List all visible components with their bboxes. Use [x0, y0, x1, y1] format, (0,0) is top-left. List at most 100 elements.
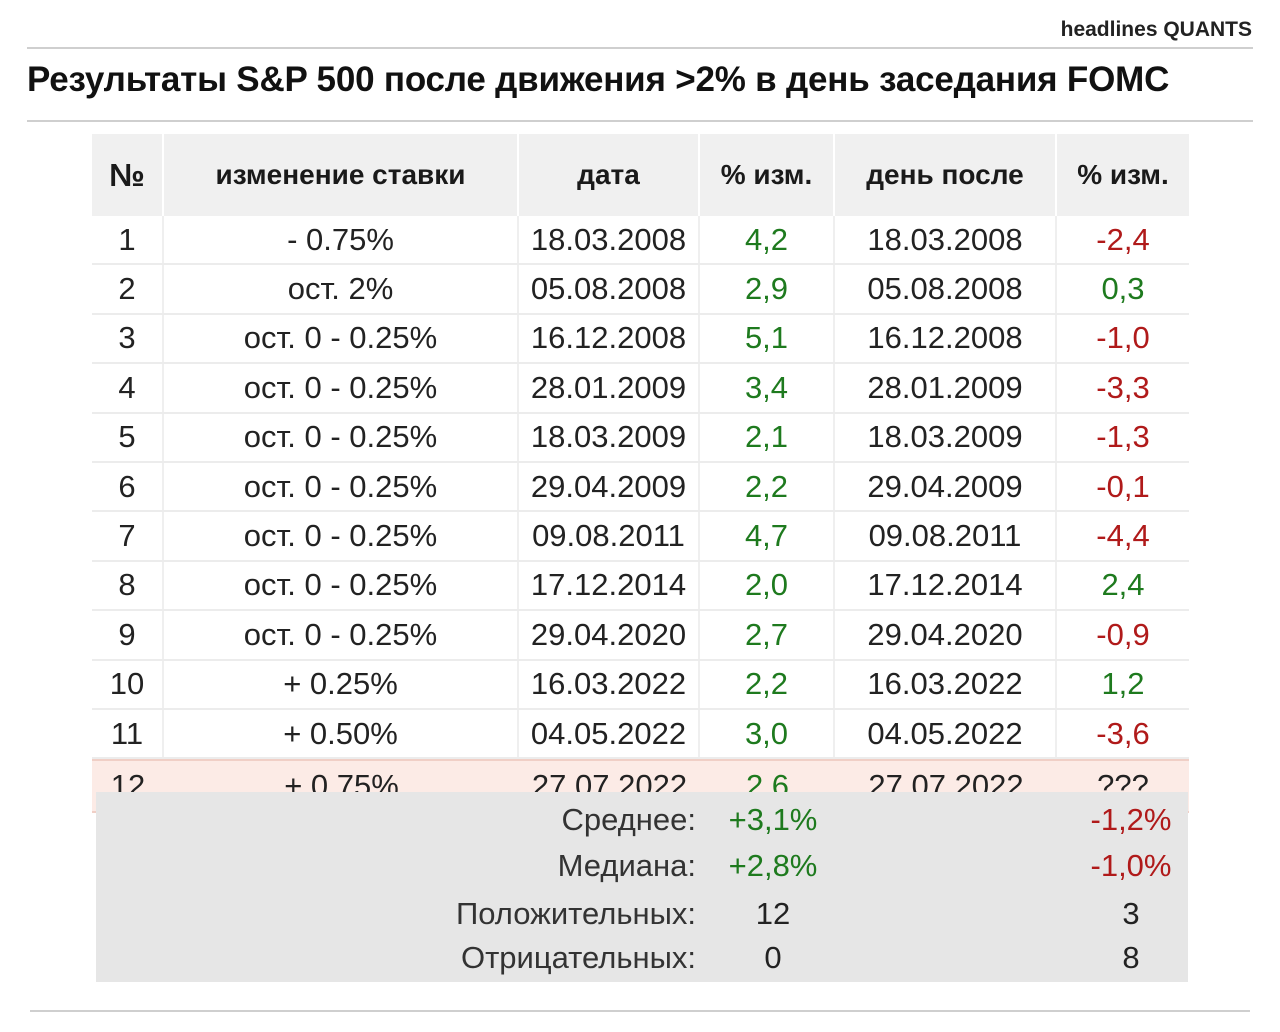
cell-number: 6 — [92, 462, 164, 511]
cell-next-day: 18.03.2009 — [835, 413, 1057, 461]
cell-number: 4 — [92, 364, 164, 412]
cell-change: 2,2 — [700, 660, 835, 708]
table-row: 9 ост. 0 - 0.25% 29.04.2020 2,7 29.04.2020 -0… — [92, 611, 1189, 661]
cell-rate-change: - 0.75% — [164, 216, 519, 264]
table-row: 1- 0.75% 18.03.2008 4,2 18.03.2008 -2,4 — [92, 216, 1189, 266]
header-next-change: % изм. — [1077, 159, 1169, 190]
header-next-day: день после — [835, 134, 1057, 216]
cell-rate-change: + 0.25% — [164, 660, 519, 708]
cell-change: 2,7 — [700, 611, 835, 659]
cell-next-change: -3,6 — [1096, 715, 1150, 751]
cell-date: 29.04.2020 — [519, 611, 700, 659]
cell-next-change: -2,4 — [1096, 221, 1150, 257]
summary-value-day: +3,1% — [728, 802, 818, 837]
cell-next-change: 2,4 — [1101, 567, 1145, 603]
cell-rate-change: ост. 0 - 0.25% — [164, 314, 519, 363]
table-header: № изменение ставки дата % изм. день посл… — [92, 134, 1189, 216]
cell-number: 10 — [92, 660, 164, 708]
cell-date: 04.05.2022 — [519, 709, 700, 758]
summary-value-next: -1,0% — [1090, 848, 1172, 883]
cell-rate-change: ост. 0 - 0.25% — [164, 413, 519, 461]
brand-label: headlines QUANTS — [1060, 18, 1252, 41]
cell-next-change: 0,3 — [1101, 271, 1145, 307]
cell-next-day: 29.04.2009 — [835, 462, 1057, 511]
cell-rate-change: ост. 2% — [164, 265, 519, 313]
cell-next-day: 04.05.2022 — [835, 709, 1057, 758]
summary-label: Медиана: — [557, 848, 696, 883]
table-row: 8 ост. 0 - 0.25% 17.12.2014 2,0 17.12.2014 2,… — [92, 561, 1189, 612]
cell-number: 5 — [92, 413, 164, 461]
summary-value-next: 8 — [1122, 940, 1140, 975]
table-row: 6 ост. 0 - 0.25% 29.04.2009 2,2 29.04.2009 -0… — [92, 462, 1189, 513]
cell-date: 16.12.2008 — [519, 314, 700, 363]
cell-next-day: 28.01.2009 — [835, 364, 1057, 412]
cell-date: 17.12.2014 — [519, 561, 700, 610]
cell-number: 3 — [92, 314, 164, 363]
cell-number: 7 — [92, 512, 164, 560]
title-divider — [27, 120, 1253, 122]
cell-number: 1 — [92, 216, 164, 264]
summary-row-positive: Положительных: 12 3 — [96, 896, 1188, 942]
table-row: 10 + 0.25% 16.03.2022 2,2 16.03.2022 1,2 — [92, 660, 1189, 710]
page-title: Результаты S&P 500 после движения >2% в … — [27, 60, 1170, 99]
cell-change: 4,2 — [700, 216, 835, 264]
summary-row-mean: Среднее: +3,1% -1,2% — [96, 802, 1188, 848]
summary-value-next: -1,2% — [1090, 802, 1172, 837]
cell-date: 09.08.2011 — [519, 512, 700, 560]
cell-date: 28.01.2009 — [519, 364, 700, 412]
summary-label: Отрицательных: — [461, 940, 696, 975]
table-row: 4 ост. 0 - 0.25% 28.01.2009 3,4 28.01.2009 -3… — [92, 364, 1189, 414]
table-row: 5 ост. 0 - 0.25% 18.03.2009 2,1 18.03.2009 -1… — [92, 413, 1189, 463]
cell-next-day: 29.04.2020 — [835, 611, 1057, 659]
cell-rate-change: ост. 0 - 0.25% — [164, 611, 519, 659]
cell-change: 2,1 — [700, 413, 835, 461]
cell-number: 11 — [92, 709, 164, 758]
cell-next-change: -3,3 — [1096, 369, 1150, 405]
cell-change: 3,4 — [700, 364, 835, 412]
cell-next-change: 1,2 — [1101, 666, 1145, 702]
header-number: № — [92, 134, 164, 216]
summary-value-next: 3 — [1122, 896, 1140, 931]
cell-next-change: -0,9 — [1096, 616, 1150, 652]
cell-rate-change: ост. 0 - 0.25% — [164, 462, 519, 511]
cell-number: 2 — [92, 265, 164, 313]
table-body: 1- 0.75% 18.03.2008 4,2 18.03.2008 -2,4 2 ост.… — [92, 216, 1189, 814]
header-change: % изм. — [700, 134, 835, 216]
cell-date: 16.03.2022 — [519, 660, 700, 708]
cell-rate-change: ост. 0 - 0.25% — [164, 512, 519, 560]
summary-row-median: Медиана: +2,8% -1,0% — [96, 848, 1188, 894]
cell-next-day: 16.12.2008 — [835, 314, 1057, 363]
summary-value-day: 12 — [755, 896, 791, 931]
cell-number: 9 — [92, 611, 164, 659]
summary-value-day: 0 — [764, 940, 782, 975]
cell-rate-change: ост. 0 - 0.25% — [164, 364, 519, 412]
cell-next-change: -4,4 — [1096, 518, 1150, 554]
cell-rate-change: + 0.50% — [164, 709, 519, 758]
summary-label: Среднее: — [561, 802, 697, 837]
table-row: 3 ост. 0 - 0.25% 16.12.2008 5,1 16.12.2008 -1… — [92, 314, 1189, 365]
cell-next-day: 16.03.2022 — [835, 660, 1057, 708]
summary-row-negative: Отрицательных: 0 8 — [96, 940, 1188, 986]
cell-next-day: 05.08.2008 — [835, 265, 1057, 313]
cell-date: 05.08.2008 — [519, 265, 700, 313]
summary-panel: Среднее: +3,1% -1,2% Медиана: +2,8% -1,0… — [96, 792, 1188, 982]
cell-change: 2,0 — [700, 561, 835, 610]
cell-next-day: 09.08.2011 — [835, 512, 1057, 560]
cell-next-change: -1,3 — [1096, 419, 1150, 455]
results-table: № изменение ставки дата % изм. день посл… — [92, 134, 1189, 814]
summary-label: Положительных: — [455, 896, 696, 931]
summary-value-day: +2,8% — [728, 848, 818, 883]
cell-change: 3,0 — [700, 709, 835, 758]
cell-change: 2,2 — [700, 462, 835, 511]
cell-next-day: 17.12.2014 — [835, 561, 1057, 610]
cell-change: 4,7 — [700, 512, 835, 560]
cell-date: 18.03.2009 — [519, 413, 700, 461]
bottom-divider — [30, 1010, 1250, 1012]
cell-change: 5,1 — [700, 314, 835, 363]
cell-next-change: -1,0 — [1096, 320, 1150, 356]
table-row: 2 ост. 2% 05.08.2008 2,9 05.08.2008 0,3 — [92, 265, 1189, 315]
cell-next-day: 18.03.2008 — [835, 216, 1057, 264]
table-row: 7 ост. 0 - 0.25% 09.08.2011 4,7 09.08.2011 -4… — [92, 512, 1189, 562]
cell-number: 8 — [92, 561, 164, 610]
top-divider — [27, 47, 1253, 49]
